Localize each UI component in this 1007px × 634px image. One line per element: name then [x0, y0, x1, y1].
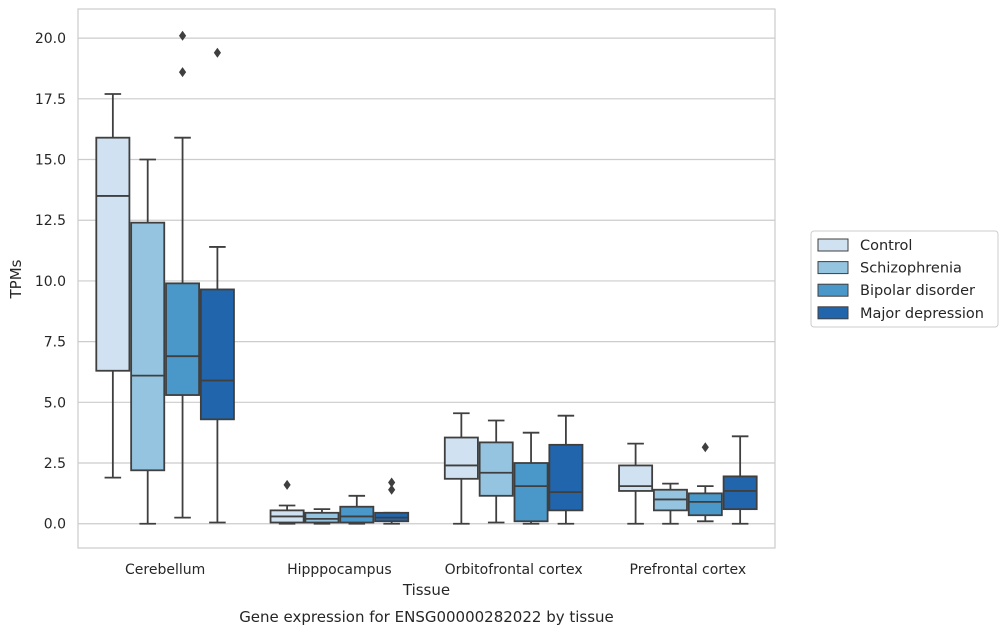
y-tick-label: 7.5 [44, 335, 66, 351]
box-iqr [199, 288, 235, 421]
box-group [513, 431, 549, 525]
series-group [165, 30, 723, 525]
box-iqr [304, 511, 340, 524]
y-tick-label: 17.5 [35, 92, 66, 108]
box-iqr [513, 462, 549, 523]
box-group [95, 93, 131, 479]
series-group [130, 158, 688, 525]
outlier-point [701, 442, 709, 453]
y-tick-label: 2.5 [44, 456, 66, 472]
series-group [95, 93, 654, 525]
box-group [165, 30, 201, 519]
legend-label: Control [860, 238, 912, 254]
box-group [548, 414, 584, 525]
outlier-point [213, 47, 221, 58]
legend-frame [810, 230, 999, 328]
x-tick-label: Orbitofrontal cortex [445, 562, 583, 578]
x-axis-title: Tissue [402, 581, 450, 599]
x-tick-label: Cerebellum [125, 562, 205, 578]
y-tick-label: 0.0 [44, 517, 66, 533]
box-group [652, 482, 688, 525]
outlier-point [178, 30, 187, 41]
box-iqr [618, 464, 654, 492]
box-iqr [95, 136, 131, 372]
y-tick-label: 12.5 [35, 213, 66, 229]
outlier-point [388, 484, 396, 495]
legend-label: Major depression [860, 306, 984, 322]
box-group [478, 419, 514, 524]
legend-swatch [817, 283, 849, 297]
box-group [687, 442, 723, 523]
box-iqr [165, 282, 201, 396]
outlier-point [283, 479, 291, 490]
box-iqr [130, 221, 166, 472]
box-group [722, 435, 758, 525]
x-tick-label: Prefrontal cortex [630, 562, 747, 578]
legend-label: Bipolar disorder [860, 283, 975, 299]
box-group [269, 479, 305, 525]
box-group [443, 412, 479, 525]
series-group [199, 47, 758, 525]
box-group [199, 47, 235, 524]
box-group [130, 158, 166, 525]
y-tick-label: 10.0 [35, 274, 66, 290]
box-group [339, 494, 375, 525]
box-iqr [722, 475, 758, 511]
box-iqr [443, 436, 479, 480]
x-axis-ticks: Cerebellum Hipppocampus Orbitofrontal cort… [125, 562, 746, 578]
y-axis-title: TPMs [7, 259, 25, 299]
box-group [374, 477, 410, 525]
legend-swatch [817, 306, 849, 320]
legend-swatch [817, 261, 849, 275]
y-tick-label: 15.0 [35, 153, 66, 169]
y-tick-label: 20.0 [35, 31, 66, 47]
x-tick-label: Hipppocampus [287, 562, 392, 578]
y-tick-label: 5.0 [44, 395, 66, 411]
box-iqr [478, 441, 514, 497]
y-axis-ticks: 0.0 2.5 5.0 7.5 10.0 12.5 15.0 17.5 20.0 [35, 31, 66, 533]
box-iqr [548, 443, 584, 512]
chart-caption: Gene expression for ENSG00000282022 by t… [239, 608, 614, 626]
legend-swatch [817, 238, 849, 252]
legend-label: Schizophrenia [860, 261, 962, 277]
legend: Control Schizophrenia Bipolar disorder Majo… [810, 230, 999, 328]
box-series [95, 30, 758, 525]
outlier-point [178, 67, 187, 78]
plot-area-frame [77, 8, 776, 549]
box-group [618, 442, 654, 525]
box-iqr [339, 505, 375, 524]
outlier-point [388, 477, 396, 488]
box-group [304, 508, 340, 525]
box-iqr [687, 492, 723, 517]
